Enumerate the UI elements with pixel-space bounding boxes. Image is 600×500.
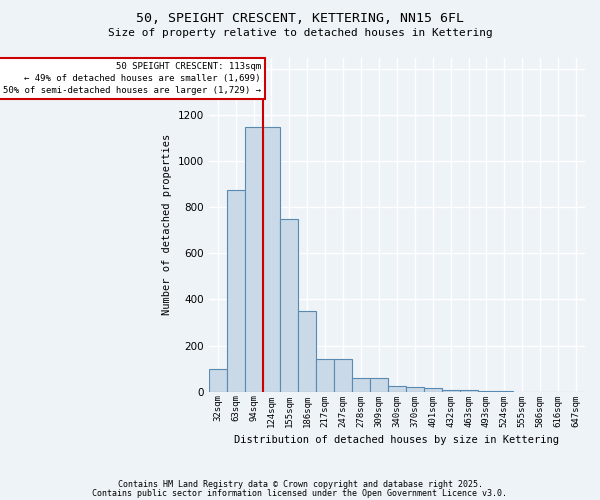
Text: 50 SPEIGHT CRESCENT: 113sqm
← 49% of detached houses are smaller (1,699)
50% of : 50 SPEIGHT CRESCENT: 113sqm ← 49% of det…: [3, 62, 261, 94]
Text: Size of property relative to detached houses in Kettering: Size of property relative to detached ho…: [107, 28, 493, 38]
Bar: [227, 190, 245, 392]
Bar: [280, 219, 298, 392]
Bar: [334, 360, 352, 392]
Text: 50, SPEIGHT CRESCENT, KETTERING, NN15 6FL: 50, SPEIGHT CRESCENT, KETTERING, NN15 6F…: [136, 12, 464, 26]
Bar: [370, 378, 388, 392]
Bar: [424, 388, 442, 392]
Bar: [263, 126, 280, 392]
Bar: [352, 378, 370, 392]
Bar: [298, 311, 316, 392]
Text: Contains HM Land Registry data © Crown copyright and database right 2025.: Contains HM Land Registry data © Crown c…: [118, 480, 482, 489]
X-axis label: Distribution of detached houses by size in Kettering: Distribution of detached houses by size …: [235, 435, 559, 445]
Bar: [316, 360, 334, 392]
Bar: [460, 390, 478, 392]
Y-axis label: Number of detached properties: Number of detached properties: [162, 134, 172, 315]
Bar: [245, 126, 263, 392]
Bar: [442, 390, 460, 392]
Bar: [209, 368, 227, 392]
Bar: [406, 387, 424, 392]
Text: Contains public sector information licensed under the Open Government Licence v3: Contains public sector information licen…: [92, 488, 508, 498]
Bar: [388, 386, 406, 392]
